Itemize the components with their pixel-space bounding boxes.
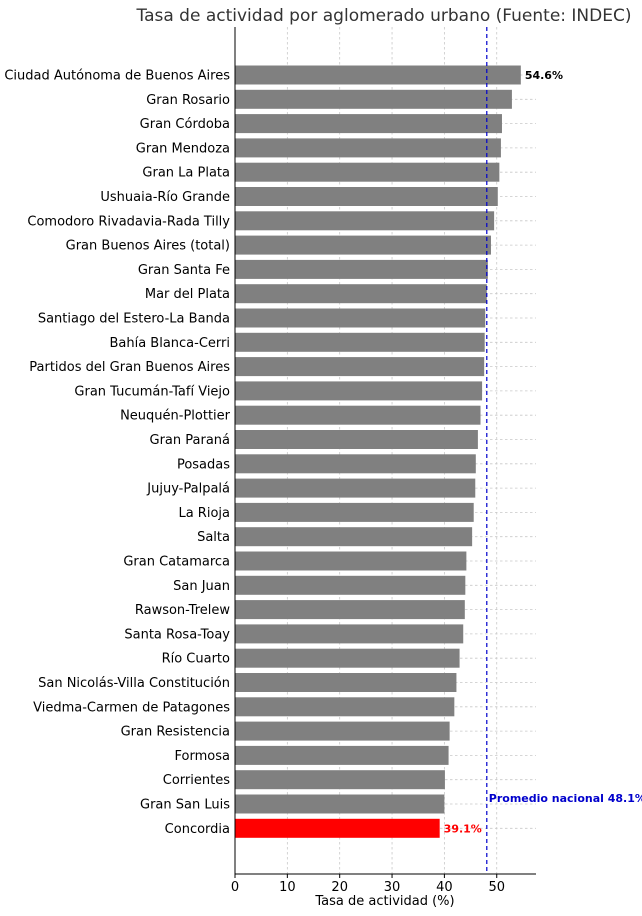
bar [235,673,457,692]
bar [235,454,476,474]
bar [235,624,464,644]
axes [234,27,536,875]
category-label: Gran Rosario [146,93,230,108]
x-axis-title: Tasa de actividad (%) [314,894,454,909]
category-label: Neuquén-Plottier [120,409,231,424]
bar [235,770,445,790]
category-label: Santiago del Estero-La Banda [38,312,230,327]
bar [235,721,450,741]
reference-line-label: Promedio nacional 48.1% [489,792,642,805]
category-label: Posadas [177,457,230,472]
data-label: 54.6% [525,69,563,82]
bar [235,745,449,765]
category-label: Gran Paraná [150,433,231,448]
category-label: Concordia [165,822,230,837]
bar [235,65,521,85]
bar [235,357,485,377]
category-label: Gran Resistencia [121,725,230,740]
bar [235,138,501,158]
bar [235,114,502,134]
x-tick-label: 20 [331,880,348,895]
bar [235,187,498,206]
bar [235,162,500,182]
x-tick-label: 40 [436,880,453,895]
category-labels: Ciudad Autónoma de Buenos Aires Gran Rosa… [4,69,230,837]
bar [235,600,465,620]
category-label: Gran Mendoza [136,141,230,156]
bar [235,211,495,231]
category-label: Río Cuarto [162,652,230,667]
category-label: La Rioja [178,506,230,521]
category-label: Gran Catamarca [123,555,230,570]
bar [235,575,466,595]
category-label: Gran Córdoba [140,117,230,132]
bar [235,697,455,717]
category-label: Ciudad Autónoma de Buenos Aires [4,69,230,84]
category-label: Gran San Luis [140,798,230,813]
bar [235,478,476,498]
bar [235,89,512,109]
bar [235,405,481,425]
category-label: Mar del Plata [145,287,230,302]
bar-highlight [235,818,440,838]
x-tick-label: 10 [279,880,296,895]
category-label: San Juan [173,579,230,594]
category-label: Salta [197,530,230,545]
bar [235,551,467,571]
category-label: Gran La Plata [142,166,230,181]
category-label: Partidos del Gran Buenos Aires [29,360,230,375]
data-label: 39.1% [444,822,482,835]
bars [235,65,521,838]
bar [235,648,460,668]
category-label: Bahía Blanca-Cerri [109,336,230,351]
category-label: Viedma-Carmen de Patagones [33,700,230,715]
category-label: Rawson-Trelew [135,603,231,618]
category-label: Ushuaia-Río Grande [100,190,230,205]
category-label: Santa Rosa-Toay [124,627,230,642]
category-label: Comodoro Rivadavia-Rada Tilly [27,214,230,229]
bar [235,284,487,304]
category-label: San Nicolás-Villa Constitución [38,676,230,691]
bar [235,502,474,522]
x-tick-label: 0 [231,880,239,895]
x-tick-label: 50 [488,880,505,895]
category-label: Jujuy-Palpalá [146,482,230,497]
bar [235,308,486,328]
bar [235,235,491,255]
category-label: Gran Santa Fe [138,263,230,278]
category-label: Gran Buenos Aires (total) [66,239,230,254]
category-label: Formosa [175,749,230,764]
annotations: Promedio nacional 48.1% 54.6% 39.1% [444,69,642,835]
bar [235,332,485,352]
x-ticks: 0 10 20 30 40 50 [231,874,505,895]
bar [235,430,478,449]
category-label: Corrientes [163,773,230,788]
bar [235,527,473,547]
bar [235,794,445,814]
chart-title: Tasa de actividad por aglomerado urbano … [136,6,632,26]
category-label: Gran Tucumán-Tafí Viejo [74,384,230,399]
bar [235,381,483,401]
x-tick-label: 30 [384,880,401,895]
bar [235,259,488,279]
